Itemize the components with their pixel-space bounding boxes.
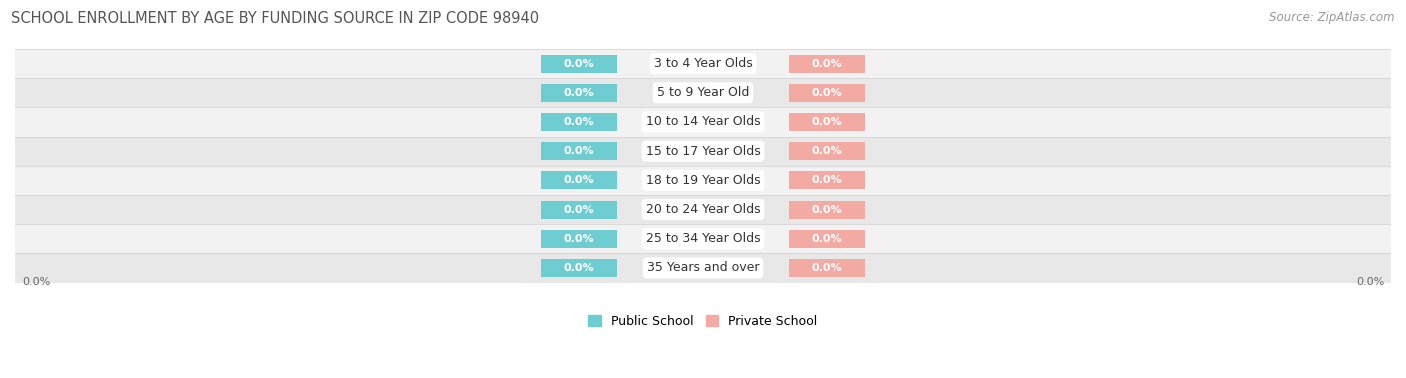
Text: 0.0%: 0.0% xyxy=(811,263,842,273)
Text: 0.0%: 0.0% xyxy=(811,234,842,244)
Bar xyxy=(541,142,617,160)
Bar xyxy=(541,113,617,131)
Bar xyxy=(15,136,1391,166)
Bar xyxy=(541,54,617,73)
Text: 0.0%: 0.0% xyxy=(564,234,595,244)
Text: 0.0%: 0.0% xyxy=(564,59,595,69)
Bar xyxy=(541,230,617,248)
Bar xyxy=(15,78,1391,107)
Text: 0.0%: 0.0% xyxy=(22,277,51,287)
Text: 0.0%: 0.0% xyxy=(811,88,842,98)
Text: 25 to 34 Year Olds: 25 to 34 Year Olds xyxy=(645,232,761,245)
Bar xyxy=(15,224,1391,253)
Bar xyxy=(15,195,1391,224)
Bar xyxy=(15,253,1391,282)
Text: 15 to 17 Year Olds: 15 to 17 Year Olds xyxy=(645,145,761,158)
Text: 0.0%: 0.0% xyxy=(811,59,842,69)
Bar xyxy=(541,84,617,102)
Text: 5 to 9 Year Old: 5 to 9 Year Old xyxy=(657,86,749,99)
Bar xyxy=(541,259,617,277)
Bar xyxy=(15,107,1391,136)
Text: 0.0%: 0.0% xyxy=(1355,277,1384,287)
Bar xyxy=(789,142,865,160)
Text: SCHOOL ENROLLMENT BY AGE BY FUNDING SOURCE IN ZIP CODE 98940: SCHOOL ENROLLMENT BY AGE BY FUNDING SOUR… xyxy=(11,11,540,26)
Bar xyxy=(789,259,865,277)
Bar xyxy=(789,171,865,189)
Bar xyxy=(15,49,1391,78)
Text: 0.0%: 0.0% xyxy=(564,175,595,185)
Text: 18 to 19 Year Olds: 18 to 19 Year Olds xyxy=(645,174,761,187)
Bar xyxy=(789,54,865,73)
Text: 0.0%: 0.0% xyxy=(564,146,595,156)
Text: 0.0%: 0.0% xyxy=(811,146,842,156)
Text: Source: ZipAtlas.com: Source: ZipAtlas.com xyxy=(1270,11,1395,24)
Text: 3 to 4 Year Olds: 3 to 4 Year Olds xyxy=(654,57,752,70)
Bar xyxy=(15,166,1391,195)
Text: 0.0%: 0.0% xyxy=(811,175,842,185)
Bar xyxy=(541,200,617,218)
Text: 0.0%: 0.0% xyxy=(564,117,595,127)
Text: 0.0%: 0.0% xyxy=(564,204,595,215)
Text: 0.0%: 0.0% xyxy=(564,88,595,98)
Legend: Public School, Private School: Public School, Private School xyxy=(588,314,818,328)
Bar xyxy=(541,171,617,189)
Text: 35 Years and over: 35 Years and over xyxy=(647,262,759,274)
Text: 0.0%: 0.0% xyxy=(564,263,595,273)
Text: 20 to 24 Year Olds: 20 to 24 Year Olds xyxy=(645,203,761,216)
Bar xyxy=(789,84,865,102)
Bar xyxy=(789,200,865,218)
Bar xyxy=(789,113,865,131)
Text: 0.0%: 0.0% xyxy=(811,117,842,127)
Text: 10 to 14 Year Olds: 10 to 14 Year Olds xyxy=(645,116,761,129)
Text: 0.0%: 0.0% xyxy=(811,204,842,215)
Bar xyxy=(789,230,865,248)
